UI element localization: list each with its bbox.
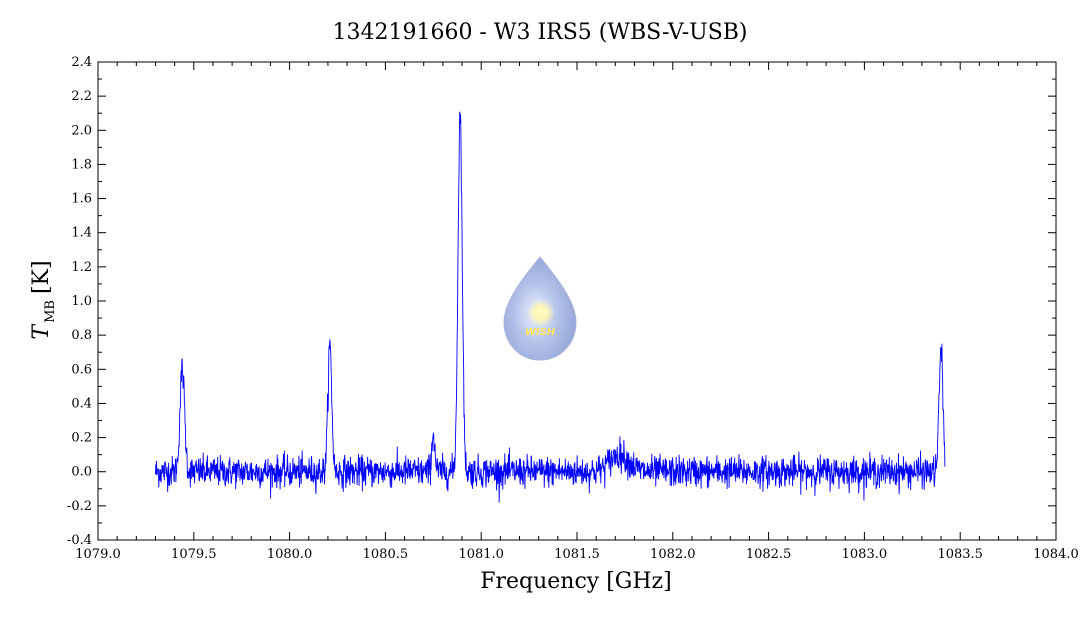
star-icon [532,303,550,323]
y-tick-label: 1.2 [71,260,92,275]
x-tick-label: 1082.0 [650,547,696,562]
series-layer [155,111,946,503]
y-tick-label: 1.0 [71,294,92,309]
y-axis-label-unit: [K] [29,260,54,294]
x-tick-label: 1081.5 [554,547,600,562]
x-tick-label: 1083.5 [937,547,983,562]
logo-text: WISH [525,327,556,338]
y-tick-label: 1.4 [71,226,92,241]
y-tick-label: 0.2 [71,431,92,446]
y-axis-label: TMB [K] [29,260,58,339]
x-axis-ticks: 1079.0 1079.5 1080.0 1080.5 1081.0 1081.5 1082… [75,62,1079,562]
x-tick-label: 1080.5 [363,547,409,562]
y-tick-label: 1.8 [71,157,92,172]
y-axis-ticks: -0.4 -0.2 0.0 0.2 0.4 0.6 0.8 1.0 1.2 1.4 1.6 1.8 2.… [67,55,1056,548]
y-tick-label: 0.6 [71,362,92,377]
x-tick-label: 1079.0 [75,547,121,562]
x-axis-label: Frequency [GHz] [480,569,672,594]
y-tick-label: -0.2 [67,499,92,514]
y-tick-label: 2.4 [71,55,92,70]
x-tick-label: 1080.0 [267,547,313,562]
y-tick-label: 2.2 [71,89,92,104]
y-tick-label: 0.8 [71,328,92,343]
y-tick-label: 1.6 [71,192,92,207]
y-axis-label-main: T [29,323,54,340]
x-tick-label: 1083.0 [842,547,888,562]
y-axis-label-sub: MB [43,300,58,323]
spectrum-line [155,111,946,503]
x-tick-label: 1081.0 [458,547,504,562]
y-tick-label: -0.4 [67,533,92,548]
y-tick-label: 0.0 [71,465,92,480]
x-tick-label: 1084.0 [1033,547,1079,562]
wish-logo: WISH [503,256,577,361]
y-tick-label: 2.0 [71,123,92,138]
x-tick-label: 1082.5 [746,547,792,562]
x-tick-label: 1079.5 [171,547,217,562]
y-tick-label: 0.4 [71,396,92,411]
svg-text:TMB[K]: TMB [K] [29,260,58,339]
chart-title: 1342191660 - W3 IRS5 (WBS-V-USB) [332,20,747,45]
